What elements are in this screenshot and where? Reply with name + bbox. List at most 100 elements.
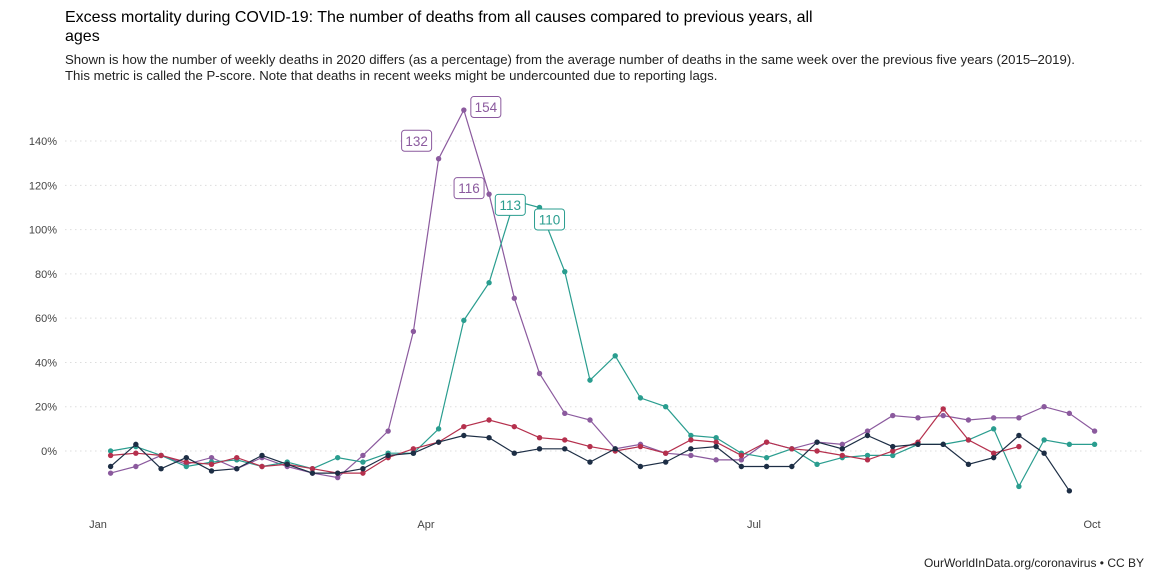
value-label-box xyxy=(453,177,485,200)
data-point xyxy=(864,428,871,434)
data-point xyxy=(662,404,669,410)
data-point xyxy=(107,452,114,459)
chart-subtitle: Shown is how the number of weekly deaths… xyxy=(65,52,1075,83)
chart-title: Excess mortality during COVID-19: The nu… xyxy=(65,9,813,45)
data-point xyxy=(662,450,669,456)
data-point xyxy=(461,317,467,324)
data-point xyxy=(360,459,366,465)
data-point xyxy=(612,353,618,359)
data-point xyxy=(511,450,517,456)
series-line-0 xyxy=(110,108,1095,479)
y-tick-label: 60% xyxy=(35,313,57,325)
data-point xyxy=(107,448,114,454)
data-point xyxy=(1016,443,1022,450)
data-point xyxy=(259,452,265,459)
data-point xyxy=(133,450,139,456)
series-group xyxy=(107,107,1098,494)
data-point xyxy=(763,454,770,461)
data-point xyxy=(486,191,492,197)
data-point xyxy=(688,437,694,443)
data-point xyxy=(562,410,568,417)
data-point xyxy=(814,439,820,445)
data-point xyxy=(536,446,543,452)
data-point xyxy=(133,463,139,470)
data-point xyxy=(410,446,417,452)
data-point xyxy=(738,452,745,459)
value-label: 116 xyxy=(458,181,480,196)
y-tick-label: 40% xyxy=(35,357,57,369)
data-point xyxy=(990,454,997,461)
data-point xyxy=(990,450,997,456)
data-point xyxy=(385,428,391,434)
data-point xyxy=(688,432,694,439)
data-point xyxy=(107,470,114,476)
data-point xyxy=(915,441,921,448)
value-label-box xyxy=(494,193,526,216)
data-point xyxy=(435,426,442,432)
data-point xyxy=(890,443,896,450)
data-point xyxy=(360,452,366,459)
data-point xyxy=(183,459,190,465)
data-point xyxy=(208,468,215,474)
data-point xyxy=(1066,441,1073,448)
value-label: 154 xyxy=(475,100,498,115)
data-point xyxy=(208,454,215,461)
data-point xyxy=(1016,432,1022,439)
data-point xyxy=(486,435,492,441)
data-point xyxy=(1016,415,1022,421)
data-point xyxy=(1041,404,1047,410)
data-point xyxy=(637,443,644,450)
data-point xyxy=(864,432,871,439)
data-point xyxy=(738,457,745,463)
data-point xyxy=(385,452,391,459)
data-point xyxy=(662,459,669,465)
value-label: 113 xyxy=(500,198,522,213)
data-point xyxy=(890,452,896,459)
data-point xyxy=(890,412,896,419)
x-tick-label: Jul xyxy=(747,519,761,531)
data-point xyxy=(536,435,543,441)
data-point xyxy=(486,417,492,423)
data-point xyxy=(562,446,568,452)
data-point xyxy=(511,423,517,430)
data-point xyxy=(1041,437,1047,443)
data-point xyxy=(284,461,290,467)
data-point xyxy=(183,463,190,470)
y-axis: 0% 20% 40% 60% 80% 100% 120% 140% xyxy=(29,136,57,458)
data-point xyxy=(107,463,114,470)
data-point xyxy=(915,415,921,421)
data-point xyxy=(562,268,568,275)
data-point xyxy=(688,446,694,452)
data-point xyxy=(789,446,795,452)
data-point xyxy=(965,437,972,443)
data-point xyxy=(461,432,467,439)
value-label: 110 xyxy=(539,212,561,227)
data-point xyxy=(158,452,164,459)
data-point xyxy=(334,474,341,481)
data-point xyxy=(1066,488,1073,494)
data-point xyxy=(965,417,972,423)
data-point xyxy=(334,454,341,461)
data-point xyxy=(713,439,719,445)
data-point xyxy=(713,435,719,441)
data-point xyxy=(435,439,442,445)
data-point xyxy=(183,454,190,461)
data-point xyxy=(839,446,845,452)
data-point xyxy=(763,439,770,445)
y-tick-label: 80% xyxy=(35,269,57,281)
data-point xyxy=(309,470,316,476)
data-point xyxy=(587,443,593,450)
data-point xyxy=(965,461,972,467)
data-point xyxy=(940,412,946,419)
y-tick-label: 140% xyxy=(29,136,57,148)
y-tick-label: 100% xyxy=(29,225,57,237)
value-label-box xyxy=(470,96,502,119)
data-point xyxy=(133,441,139,448)
x-tick-label: Jan xyxy=(89,519,107,531)
data-point xyxy=(486,280,492,286)
data-point xyxy=(334,470,341,476)
data-point xyxy=(208,461,215,467)
data-point xyxy=(511,295,517,301)
data-point xyxy=(259,463,265,470)
data-point xyxy=(1016,483,1022,490)
